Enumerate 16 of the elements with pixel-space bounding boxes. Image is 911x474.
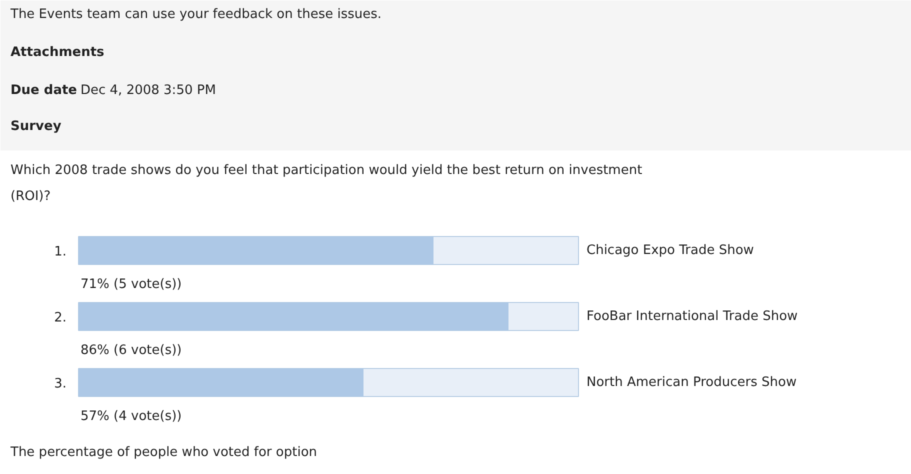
y-tick-label: FooBar International Trade Show: [586, 309, 798, 324]
text: 3.: [54, 376, 67, 392]
text: 1.: [54, 244, 67, 260]
data-label: 57% (4 vote(s)): [80, 409, 182, 424]
y-tick-label: Chicago Expo Trade Show: [586, 243, 754, 258]
text: Dec 4, 2008 3:50 PM: [80, 83, 216, 98]
text: Survey: [10, 119, 62, 134]
text: The Events team can use your feedback on these issues.: [10, 7, 382, 22]
text: Due date: [10, 83, 78, 98]
y-tick-label: North American Producers Show: [586, 375, 797, 390]
text: Attachments: [10, 45, 105, 60]
data-label: 71% (5 vote(s)): [80, 277, 182, 292]
text: 2.: [54, 310, 67, 326]
text: The percentage of people who voted for option: [10, 445, 318, 460]
data-label: 86% (6 vote(s)): [80, 343, 182, 358]
chart-title: Which 2008 trade shows do you feel that participation would yield the best return on investment (ROI)?: [10, 163, 642, 204]
